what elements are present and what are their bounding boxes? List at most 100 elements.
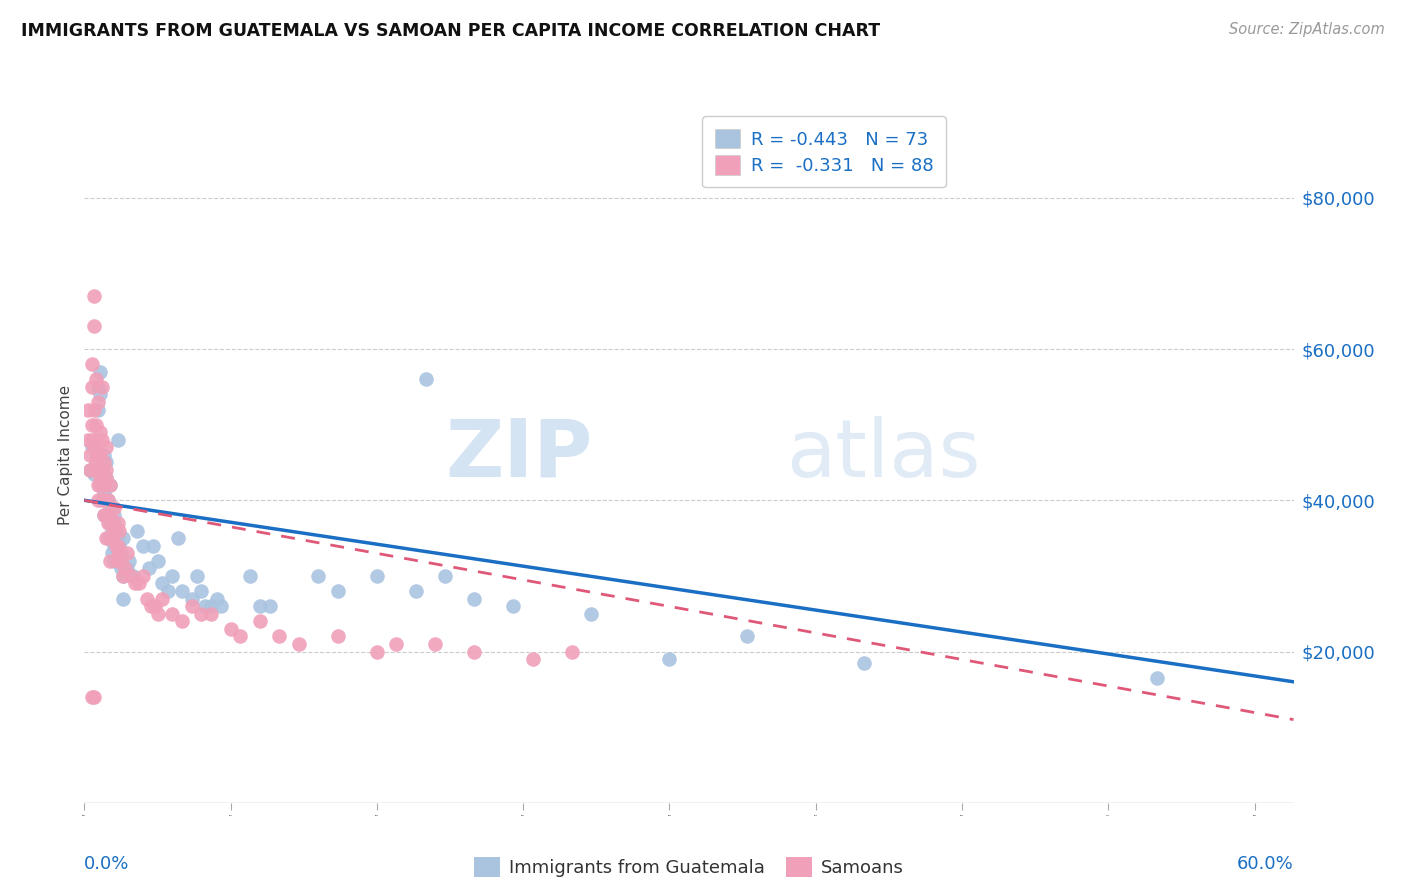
Text: 60.0%: 60.0% <box>1237 855 1294 873</box>
Point <box>434 569 457 583</box>
Point <box>87 395 110 409</box>
Text: 0.0%: 0.0% <box>84 855 129 873</box>
Point <box>117 561 139 575</box>
Point <box>110 554 132 568</box>
Point <box>112 531 135 545</box>
Point <box>84 433 107 447</box>
Point <box>160 607 183 621</box>
Point <box>142 539 165 553</box>
Point <box>97 531 120 545</box>
Point <box>180 591 202 606</box>
Point <box>581 607 603 621</box>
Point <box>103 524 125 538</box>
Point <box>463 591 485 606</box>
Point <box>94 531 117 545</box>
Point <box>160 569 183 583</box>
Point <box>82 690 104 704</box>
Point <box>209 599 232 614</box>
Point <box>98 478 121 492</box>
Point <box>93 508 115 523</box>
Point <box>89 470 111 484</box>
Point <box>83 289 105 303</box>
Point <box>114 561 136 575</box>
Point <box>97 493 120 508</box>
Point <box>135 591 157 606</box>
Y-axis label: Per Capita Income: Per Capita Income <box>58 384 73 525</box>
Point <box>239 569 262 583</box>
Point <box>132 539 155 553</box>
Point <box>117 546 139 560</box>
Point <box>561 644 583 658</box>
Point <box>112 591 135 606</box>
Point <box>249 599 271 614</box>
Point <box>170 584 193 599</box>
Point <box>107 516 129 530</box>
Point <box>98 508 121 523</box>
Point <box>98 516 121 530</box>
Point <box>107 554 129 568</box>
Point <box>326 629 349 643</box>
Point <box>269 629 291 643</box>
Point <box>100 524 122 538</box>
Point <box>90 433 112 447</box>
Point <box>82 433 104 447</box>
Point <box>97 508 120 523</box>
Point <box>110 546 132 560</box>
Point <box>853 656 876 670</box>
Point <box>89 448 111 462</box>
Point <box>107 554 129 568</box>
Point <box>108 546 131 560</box>
Point <box>79 463 101 477</box>
Point <box>87 493 110 508</box>
Point <box>89 425 111 440</box>
Point <box>77 433 100 447</box>
Point <box>103 508 125 523</box>
Point <box>658 652 681 666</box>
Point <box>132 569 155 583</box>
Text: IMMIGRANTS FROM GUATEMALA VS SAMOAN PER CAPITA INCOME CORRELATION CHART: IMMIGRANTS FROM GUATEMALA VS SAMOAN PER … <box>21 22 880 40</box>
Point <box>200 599 222 614</box>
Point <box>415 372 437 386</box>
Point <box>219 622 242 636</box>
Point <box>148 607 170 621</box>
Point <box>205 591 228 606</box>
Point <box>90 463 112 477</box>
Point <box>104 524 127 538</box>
Point <box>103 539 125 553</box>
Point <box>104 539 127 553</box>
Point <box>229 629 252 643</box>
Point <box>100 531 122 545</box>
Point <box>143 599 166 614</box>
Point <box>83 690 105 704</box>
Point <box>103 516 125 530</box>
Point <box>84 448 107 462</box>
Point <box>94 455 117 469</box>
Text: Source: ZipAtlas.com: Source: ZipAtlas.com <box>1229 22 1385 37</box>
Point <box>87 380 110 394</box>
Point <box>120 569 142 583</box>
Point <box>128 576 150 591</box>
Point <box>150 591 173 606</box>
Point <box>94 470 117 484</box>
Point <box>138 561 160 575</box>
Point <box>98 554 121 568</box>
Point <box>118 554 141 568</box>
Point <box>100 516 122 530</box>
Point <box>89 478 111 492</box>
Point <box>97 516 120 530</box>
Point <box>83 441 105 455</box>
Point <box>125 524 148 538</box>
Point <box>93 493 115 508</box>
Point <box>103 554 125 568</box>
Point <box>522 652 544 666</box>
Point <box>157 584 180 599</box>
Point <box>84 463 107 477</box>
Point <box>82 441 104 455</box>
Point <box>186 569 208 583</box>
Point <box>90 380 112 394</box>
Point <box>87 448 110 462</box>
Point <box>167 531 190 545</box>
Point <box>77 402 100 417</box>
Text: ZIP: ZIP <box>444 416 592 494</box>
Point <box>110 561 132 575</box>
